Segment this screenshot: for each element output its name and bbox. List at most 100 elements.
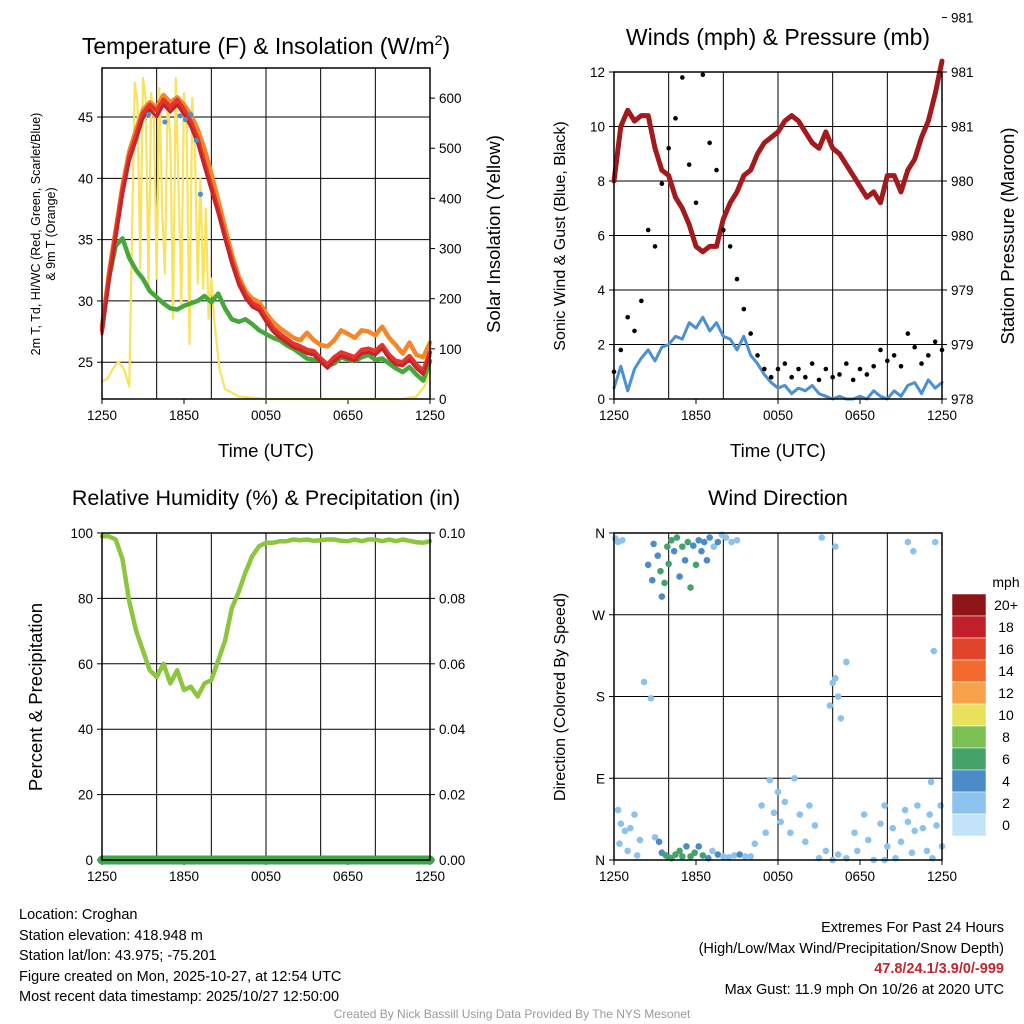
figure-created: Figure created on Mon, 2025-10-27, at 12… [19,968,342,985]
rh-y2tick-label-2: 0.04 [439,722,466,737]
dir-point-98 [851,829,858,837]
dir-legend-label-1: 18 [998,619,1014,635]
dir-point-45 [655,838,663,846]
dir-point-80 [811,822,819,829]
dir-point-85 [837,715,845,722]
dir-point-77 [796,811,804,818]
wind-gust-point-30 [816,377,822,383]
dir-point-109 [901,806,909,814]
dir-point-84 [834,693,842,700]
dir-point-18 [657,567,664,575]
dir-point-43 [733,536,741,544]
wind-xtick-label-1: 1850 [681,408,711,423]
temp-hiwc-point-3 [182,116,188,123]
wind-gust-point-3 [632,328,637,334]
wind-gust-point-32 [830,374,835,380]
dir-point-36 [703,556,711,564]
dir-point-55 [691,849,698,857]
dir-point-72 [774,788,782,796]
rh-ytick-label-5: 100 [70,526,93,541]
extremes-title: Extremes For Past 24 Hours [821,920,1004,936]
dir-point-12 [640,678,648,686]
temp-hiwc-point-6 [197,191,203,197]
wind-ytick-label-1: 2 [597,338,605,353]
wind-gust-point-44 [912,344,917,350]
wind-xtick-label-0: 1250 [599,408,629,423]
extremes-subtitle: (High/Low/Max Wind/Precipitation/Snow De… [698,940,1004,957]
dir-point-114 [919,824,927,832]
dir-legend-swatch-4 [951,681,987,705]
dir-xtick-label-2: 0050 [763,869,793,884]
wind-y2tick-label-4: 980 [951,174,974,189]
dir-point-64 [736,851,744,858]
temp-title: Temperature (F) & Insolation (W/m2) [82,32,450,59]
dir-point-92 [930,647,938,655]
dir-point-22 [665,560,672,568]
dir-point-3 [614,806,622,814]
dir-point-4 [617,820,625,827]
wind-gust-point-31 [823,366,829,372]
dir-ytick-label-1: E [596,771,605,786]
dir-point-70 [766,776,774,784]
wind-gust-point-21 [755,353,760,358]
wind-gust-point-47 [932,339,938,345]
dir-point-19 [658,593,666,600]
dir-point-83 [832,675,839,682]
dir-xtick-label-4: 1250 [927,869,957,884]
dir-point-108 [897,838,905,846]
wind-xtick-label-4: 1250 [927,408,957,423]
extremes-values: 47.8/24.1/3.9/0/-999 [874,961,1004,977]
wind-gust-point-39 [878,347,883,353]
wind-gust-point-36 [857,366,863,372]
wind-y2tick-label-7: 981 [951,11,974,26]
dir-point-26 [676,573,683,580]
dir-point-112 [911,827,918,835]
rh-xtick-label-1: 1850 [169,869,199,884]
wind-gust-point-5 [645,227,651,233]
dir-point-103 [877,820,884,827]
dir-point-101 [864,836,872,844]
rh-ytick-label-3: 60 [78,657,93,672]
dir-point-96 [834,851,842,858]
dir-point-35 [700,538,708,546]
wind-gust-point-10 [680,75,685,80]
dir-legend-label-5: 10 [998,707,1014,723]
rh-y2tick-label-4: 0.08 [439,591,465,606]
dir-point-74 [781,798,789,806]
wind-xlabel: Time (UTC) [730,440,826,461]
wind-gust-point-4 [639,298,644,304]
dir-point-17 [654,552,662,560]
temp-xtick-label-1: 1850 [169,408,199,423]
dir-point-37 [706,534,713,541]
temp-ytick-label-4: 45 [78,110,93,125]
rh-y2tick-label-5: 0.10 [439,526,465,541]
wind-gust-point-8 [666,146,671,151]
dir-point-13 [647,695,655,702]
dir-point-67 [751,840,759,847]
most-recent-timestamp: Most recent data timestamp: 2025/10/27 1… [19,989,340,1005]
dir-point-31 [689,542,697,550]
rh-y2tick-label-0: 0.00 [439,853,465,868]
dir-point-28 [681,556,689,564]
wind-gust-point-14 [707,140,712,146]
dir-point-99 [853,847,861,855]
dir-point-65 [741,853,749,860]
dir-point-78 [802,838,809,846]
dir-point-68 [758,802,765,809]
dir-point-94 [822,847,830,855]
rh-ytick-label-0: 0 [85,853,93,868]
rh-ytick-label-1: 20 [78,788,93,803]
extremes-panel: Extremes For Past 24 Hours (High/Low/Max… [699,918,1004,1000]
dir-point-122 [927,778,935,786]
wind-gust-point-19 [741,306,747,312]
wind-y2tick-label-2: 979 [951,283,974,298]
wind-gust-point-26 [789,374,794,380]
wind-gust-point-40 [885,358,890,364]
wind-gust-point-35 [850,377,856,383]
dir-point-86 [843,658,850,666]
dir-ytick-label-2: S [596,690,605,705]
dir-point-38 [710,543,718,550]
dir-point-42 [728,538,735,546]
wind-y2tick-label-3: 980 [951,229,974,244]
wind-gust-point-13 [700,72,706,78]
